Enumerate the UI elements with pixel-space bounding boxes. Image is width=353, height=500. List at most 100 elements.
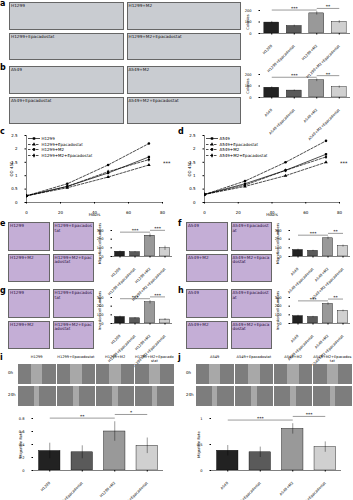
svg-text:***: *** — [257, 416, 265, 421]
svg-text:H1299: H1299 — [110, 267, 122, 279]
svg-text:H1299+M2: H1299+M2 — [301, 44, 318, 61]
svg-text:OD 450: OD 450 — [187, 161, 192, 177]
svg-text:***: *** — [291, 6, 299, 11]
svg-text:***: *** — [154, 226, 162, 231]
svg-text:Invasion cell numbers: Invasion cell numbers — [98, 291, 102, 331]
html-text:H1299+M2+Epacadostat: H1299+M2+Epacadostat — [128, 33, 182, 39]
svg-text:80: 80 — [337, 210, 343, 215]
svg-text:***: *** — [132, 295, 140, 300]
html-text:H1299+M2+Epacadostat: H1299+M2+Epacadostat — [54, 321, 92, 332]
svg-text:*: * — [130, 410, 133, 415]
html-text:H1299+Epacadostat: H1299+Epacadostat — [54, 223, 92, 233]
svg-text:**: ** — [333, 229, 338, 234]
svg-text:2.5: 2.5 — [11, 133, 18, 138]
html-text:A549+Epacadostat: A549+Epacadostat — [11, 97, 52, 103]
svg-text:Migration Rate: Migration Rate — [19, 431, 23, 458]
svg-text:Hours: Hours — [89, 212, 101, 217]
html-text:A549+Epacadostat: A549+Epacadostat — [232, 290, 269, 300]
svg-text:A549+M2+Epacadostat: A549+M2+Epacadostat — [311, 334, 345, 368]
svg-text:0: 0 — [193, 200, 196, 205]
svg-text:0.5: 0.5 — [189, 186, 196, 191]
svg-text:**: ** — [326, 4, 331, 9]
svg-text:80: 80 — [160, 210, 166, 215]
svg-text:H1299: H1299 — [262, 44, 274, 56]
svg-text:A549+M2: A549+M2 — [314, 267, 329, 282]
svg-text:H1299: H1299 — [110, 334, 122, 346]
html-text:H1299+Epacadostat: H1299+Epacadostat — [11, 33, 55, 39]
svg-text:A549+M2: A549+M2 — [279, 481, 294, 496]
svg-text:***: *** — [291, 73, 299, 78]
svg-text:Colonies: Colonies — [246, 78, 250, 93]
svg-text:**: ** — [333, 295, 338, 300]
svg-text:**: ** — [326, 72, 331, 77]
html-text:A549+Epacadostat: A549+Epacadostat — [232, 223, 269, 233]
svg-text:1: 1 — [15, 173, 18, 178]
svg-text:A549+Epacadostat: A549+Epacadostat — [287, 267, 315, 295]
svg-text:Migration cell numbers: Migration cell numbers — [276, 223, 280, 264]
svg-text:H1299+M2+Epacadostat: H1299+M2+Epacadostat — [306, 44, 341, 79]
svg-text:A549+M2+Epacadostat: A549+M2+Epacadostat — [308, 108, 342, 142]
svg-text:A549+Epacadostat: A549+Epacadostat — [287, 334, 315, 362]
svg-text:60: 60 — [303, 210, 309, 215]
svg-text:A549: A549 — [264, 108, 274, 118]
svg-text:OD 450: OD 450 — [9, 161, 14, 177]
html-text:A549+M2+Epacadostat: A549+M2+Epacadostat — [232, 321, 270, 332]
svg-text:H1299+M2: H1299+M2 — [134, 334, 152, 352]
svg-text:Hours: Hours — [266, 212, 278, 217]
svg-text:Invasion cell numbers: Invasion cell numbers — [276, 291, 280, 331]
svg-text:***: *** — [310, 231, 318, 236]
svg-text:1: 1 — [200, 417, 202, 421]
svg-text:**: ** — [80, 414, 85, 419]
svg-text:H1299+M2: H1299+M2 — [99, 481, 116, 498]
svg-text:H1299+Epacadostat: H1299+Epacadostat — [107, 267, 137, 297]
svg-text:A549: A549 — [290, 267, 300, 277]
svg-text:A549+M2+Epacadostat: A549+M2+Epacadostat — [294, 481, 328, 500]
svg-text:A549+M2: A549+M2 — [314, 334, 329, 349]
svg-text:H1299+Epacadostat: H1299+Epacadostat — [55, 481, 85, 500]
svg-text:0: 0 — [22, 469, 25, 473]
svg-text:H1299+Epacadostat: H1299+Epacadostat — [107, 334, 137, 364]
svg-text:0: 0 — [249, 32, 252, 36]
svg-text:H1299+M2+Epacadostat: H1299+M2+Epacadostat — [131, 334, 167, 370]
svg-text:Colonies: Colonies — [246, 14, 250, 29]
svg-text:60: 60 — [126, 210, 132, 215]
svg-text:H1299: H1299 — [40, 481, 52, 493]
svg-text:H1299+Epacadostat: H1299+Epacadostat — [267, 44, 297, 74]
svg-text:A549+Epacadostat: A549+Epacadostat — [234, 481, 262, 500]
svg-text:Migration cell numbers: Migration cell numbers — [98, 223, 102, 264]
svg-text:2: 2 — [15, 146, 18, 151]
svg-text:***: *** — [340, 160, 348, 166]
svg-text:0: 0 — [15, 200, 18, 205]
svg-text:0: 0 — [200, 469, 203, 473]
svg-text:20: 20 — [236, 210, 242, 215]
svg-text:2.5: 2.5 — [189, 133, 196, 138]
svg-text:0.5: 0.5 — [11, 186, 18, 191]
svg-text:A549+M2: A549+M2 — [303, 108, 318, 123]
svg-text:2: 2 — [193, 146, 196, 151]
svg-text:200: 200 — [245, 9, 253, 13]
svg-text:***: *** — [306, 412, 314, 417]
html-text:H1299+M2+Epacadostat: H1299+M2+Epacadostat — [54, 254, 92, 265]
html-text:a: a — [0, 0, 6, 8]
svg-text:A549+Epacadostat: A549+Epacadostat — [268, 108, 296, 136]
svg-text:***: *** — [154, 293, 162, 298]
svg-text:Migration Rate: Migration Rate — [197, 431, 201, 458]
svg-text:1: 1 — [193, 173, 196, 178]
svg-text:***: *** — [163, 160, 171, 166]
html-text:H1299+Epacadostat: H1299+Epacadostat — [54, 290, 92, 300]
svg-text:0.8: 0.8 — [19, 417, 25, 421]
svg-text:A549+M2+Epacadostat: A549+M2+Epacadostat — [311, 267, 345, 301]
svg-text:0: 0 — [25, 210, 28, 215]
html-text:b: b — [0, 63, 6, 72]
svg-text:A549: A549 — [220, 481, 230, 491]
html-text:A549+M2+Epacadostat: A549+M2+Epacadostat — [232, 254, 270, 265]
svg-text:H1299+M2+Epacadostat: H1299+M2+Epacadostat — [131, 267, 166, 302]
svg-text:***: *** — [310, 297, 318, 302]
svg-text:A549: A549 — [290, 334, 300, 344]
svg-text:20: 20 — [58, 210, 64, 215]
svg-text:H1299+M2+Epacadostat: H1299+M2+Epacadostat — [114, 481, 149, 500]
svg-text:200: 200 — [245, 73, 253, 77]
svg-text:***: *** — [132, 228, 140, 233]
svg-text:0: 0 — [203, 210, 206, 215]
svg-text:0: 0 — [249, 96, 252, 100]
